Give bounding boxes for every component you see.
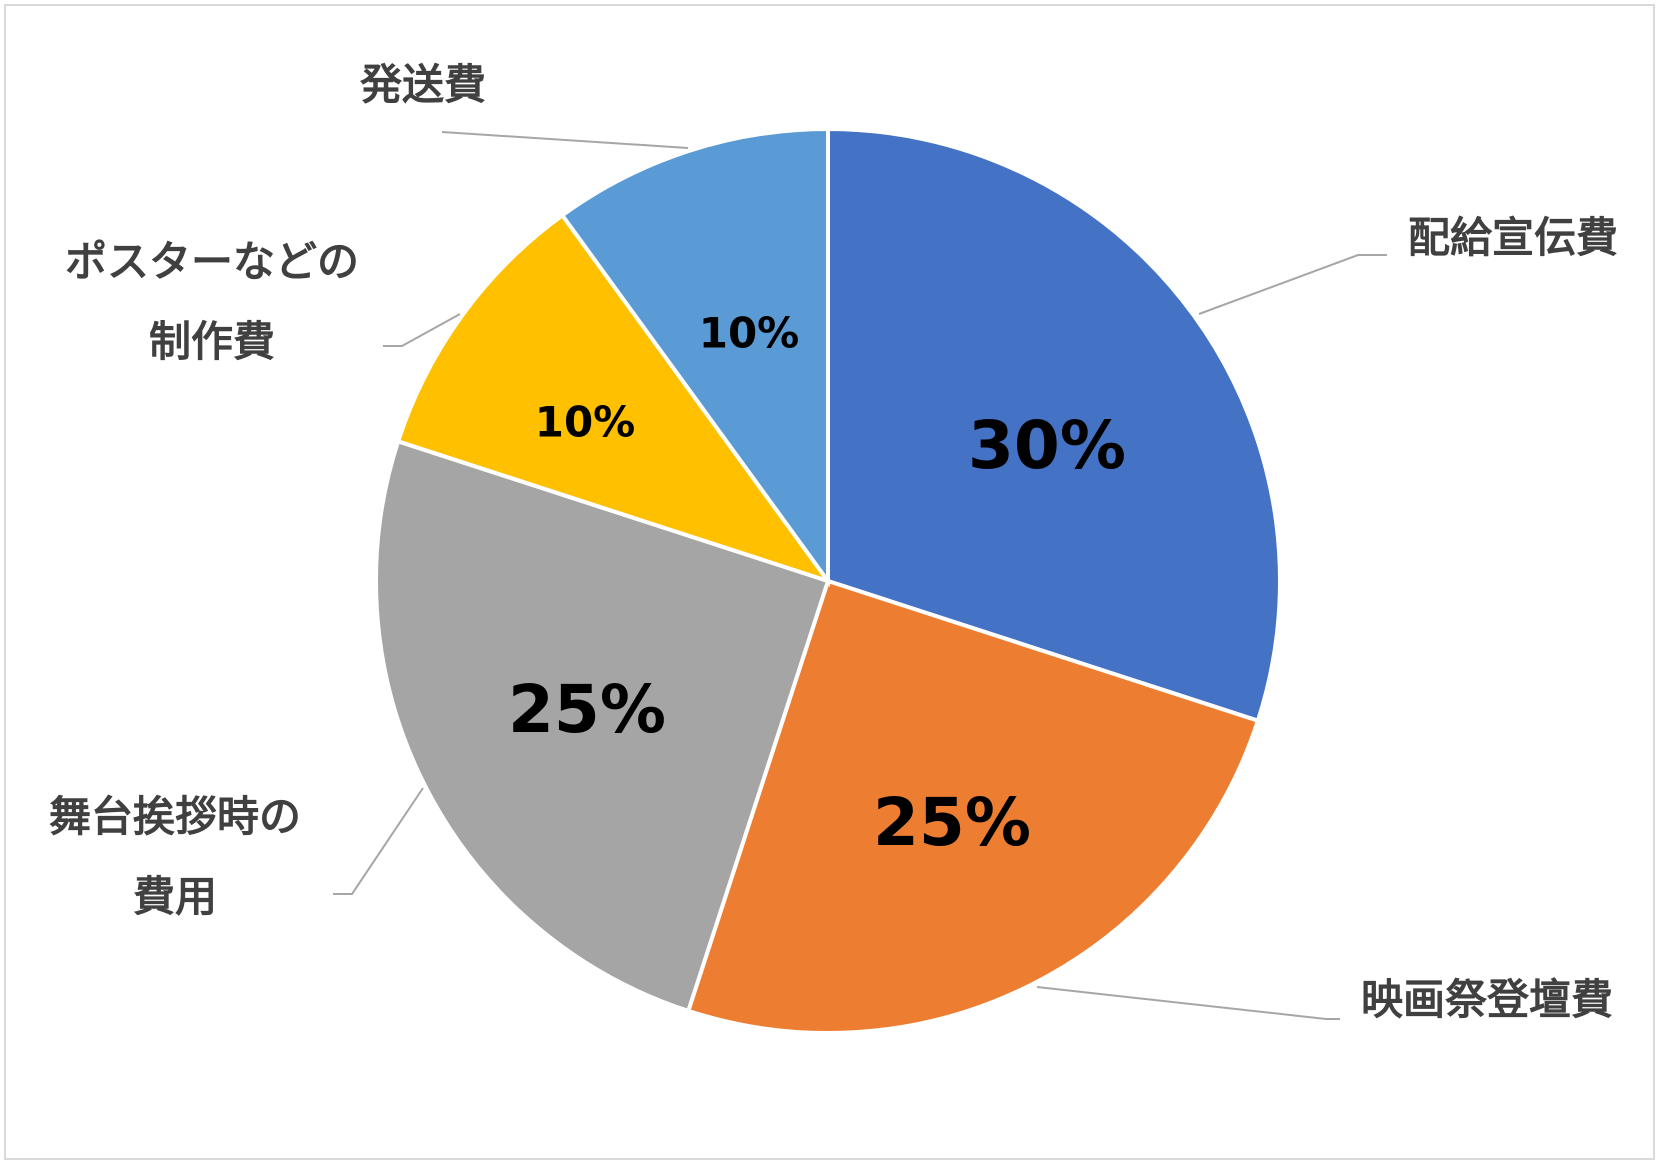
category-label: 舞台挨拶時の費用: [48, 792, 302, 921]
leader-line: [1036, 986, 1340, 1020]
category-label: 発送費: [359, 60, 486, 110]
leader-line: [441, 131, 689, 149]
pie-slice: [826, 126, 1282, 724]
pie-slice: [374, 438, 831, 1014]
pie-slice: [559, 126, 830, 588]
leader-line: [333, 787, 424, 895]
chart-border: [4, 4, 1655, 1160]
pie-slice: [395, 212, 834, 585]
category-label: ポスターなどの制作費: [64, 237, 360, 366]
leader-line: [1198, 254, 1387, 315]
data-label: 25%: [873, 784, 1031, 861]
leader-line: [383, 313, 461, 347]
data-label: 10%: [699, 309, 800, 358]
category-label: 映画祭登壇費: [1360, 975, 1613, 1025]
data-label: 10%: [535, 398, 636, 447]
data-label: 25%: [508, 671, 666, 748]
category-label: 配給宣伝費: [1407, 213, 1618, 263]
pie-slice: [685, 578, 1261, 1035]
data-label: 30%: [968, 407, 1126, 484]
